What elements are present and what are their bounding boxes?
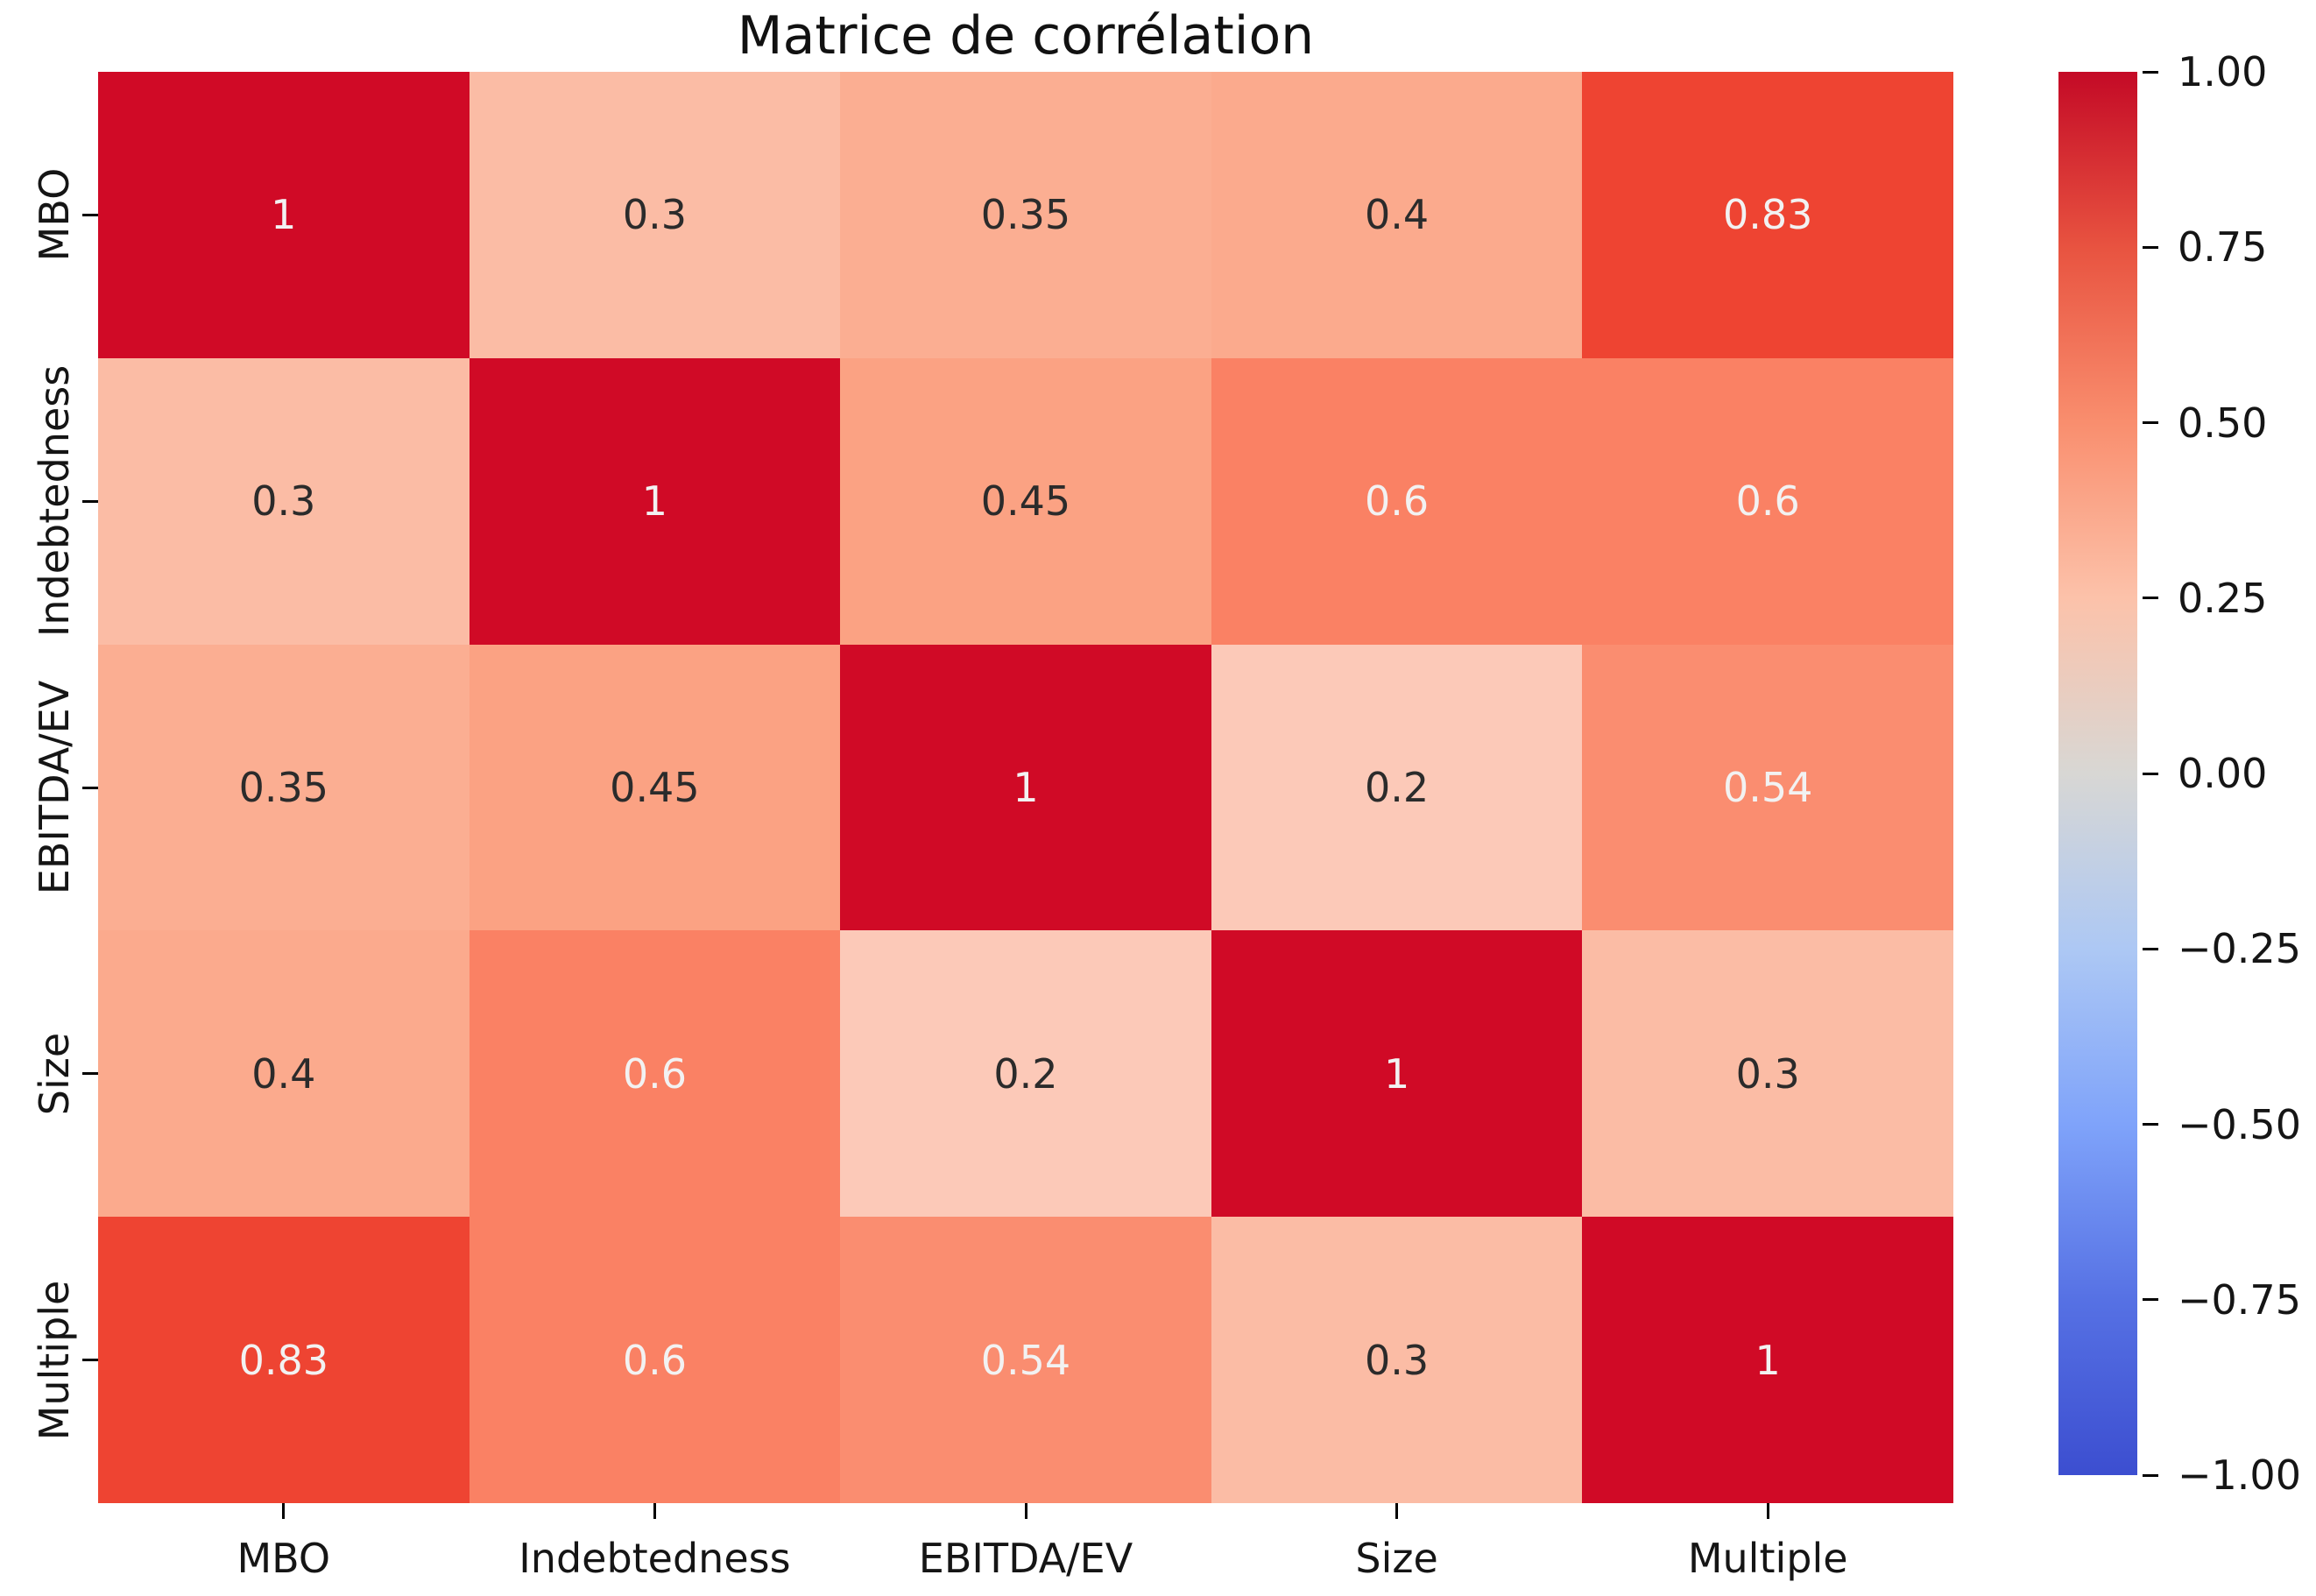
x-tick-label-mbo: MBO xyxy=(237,1535,331,1582)
heatmap-cell-indebtedness-multiple: 0.6 xyxy=(1582,357,1953,645)
colorbar-tick-mark-1 xyxy=(2143,245,2158,249)
heatmap-cell-size-ebitda-ev: 0.2 xyxy=(840,930,1211,1218)
colorbar-tick-label-0: 1.00 xyxy=(2178,48,2268,95)
heatmap-cell-ebitda-ev-multiple: 0.54 xyxy=(1582,644,1953,931)
heatmap-cell-multiple-size: 0.3 xyxy=(1211,1217,1583,1503)
chart-title: Matrice de corrélation xyxy=(737,5,1315,67)
heatmap-cell-size-indebtedness: 0.6 xyxy=(469,930,841,1218)
x-tick-label-indebtedness: Indebtedness xyxy=(519,1535,791,1582)
heatmap-cell-size-size: 1 xyxy=(1211,930,1583,1218)
heatmap-cell-size-mbo: 0.4 xyxy=(98,930,470,1218)
x-tick-label-size: Size xyxy=(1355,1535,1438,1582)
heatmap-cell-ebitda-ev-size: 0.2 xyxy=(1211,644,1583,931)
heatmap-cell-ebitda-ev-mbo: 0.35 xyxy=(98,644,470,931)
colorbar-tick-mark-0 xyxy=(2143,70,2158,74)
colorbar-tick-label-5: −0.25 xyxy=(2178,925,2301,973)
heatmap-cell-mbo-ebitda-ev: 0.35 xyxy=(840,72,1211,358)
colorbar-tick-mark-7 xyxy=(2143,1298,2158,1302)
colorbar-tick-label-4: 0.00 xyxy=(2178,750,2268,797)
x-tick-label-ebitda-ev: EBITDA/EV xyxy=(918,1535,1133,1582)
colorbar-tick-mark-6 xyxy=(2143,1123,2158,1126)
colorbar-tick-mark-3 xyxy=(2143,597,2158,600)
heatmap-cell-size-multiple: 0.3 xyxy=(1582,930,1953,1218)
x-tick-mark-mbo xyxy=(282,1503,286,1519)
heatmap-cell-multiple-ebitda-ev: 0.54 xyxy=(840,1217,1211,1503)
heatmap-cell-indebtedness-ebitda-ev: 0.45 xyxy=(840,357,1211,645)
colorbar-tick-mark-2 xyxy=(2143,421,2158,424)
colorbar-tick-label-8: −1.00 xyxy=(2178,1451,2301,1499)
heatmap-cell-indebtedness-mbo: 0.3 xyxy=(98,357,470,645)
y-tick-mark-ebitda-ev xyxy=(82,786,98,789)
heatmap-cell-multiple-mbo: 0.83 xyxy=(98,1217,470,1503)
heatmap-cell-multiple-multiple: 1 xyxy=(1582,1217,1953,1503)
x-tick-mark-size xyxy=(1395,1503,1399,1519)
heatmap-cell-mbo-mbo: 1 xyxy=(98,72,470,358)
x-tick-mark-ebitda-ev xyxy=(1024,1503,1027,1519)
y-tick-label-size: Size xyxy=(31,1032,78,1116)
colorbar-tick-label-6: −0.50 xyxy=(2178,1100,2301,1148)
y-tick-mark-size xyxy=(82,1072,98,1076)
colorbar-tick-label-1: 0.75 xyxy=(2178,223,2268,272)
heatmap-cell-ebitda-ev-indebtedness: 0.45 xyxy=(469,644,841,931)
y-tick-mark-multiple xyxy=(82,1359,98,1362)
y-tick-mark-indebtedness xyxy=(82,499,98,503)
colorbar-tick-mark-4 xyxy=(2143,772,2158,775)
colorbar-tick-mark-8 xyxy=(2143,1473,2158,1477)
heatmap-cell-mbo-size: 0.4 xyxy=(1211,72,1583,358)
heatmap-cell-indebtedness-indebtedness: 1 xyxy=(469,357,841,645)
heatmap-cell-mbo-indebtedness: 0.3 xyxy=(469,72,841,358)
y-tick-label-multiple: Multiple xyxy=(31,1280,78,1440)
colorbar-tick-label-3: 0.25 xyxy=(2178,574,2268,622)
x-tick-mark-multiple xyxy=(1766,1503,1769,1519)
y-tick-label-mbo: MBO xyxy=(31,168,78,262)
colorbar-tick-mark-5 xyxy=(2143,947,2158,950)
colorbar xyxy=(2058,72,2137,1475)
heatmap-cell-multiple-indebtedness: 0.6 xyxy=(469,1217,841,1503)
x-tick-label-multiple: Multiple xyxy=(1687,1535,1848,1582)
y-tick-label-ebitda-ev: EBITDA/EV xyxy=(31,680,78,895)
y-tick-label-indebtedness: Indebtedness xyxy=(31,365,78,638)
heatmap-cell-indebtedness-size: 0.6 xyxy=(1211,357,1583,645)
heatmap-grid: 1 0.3 0.35 0.4 0.83 0.3 1 0.45 0.6 0.6 0.35 0.45 1 0.… xyxy=(98,72,1953,1503)
heatmap-cell-mbo-multiple: 0.83 xyxy=(1582,72,1953,358)
y-tick-mark-mbo xyxy=(82,213,98,216)
x-tick-mark-indebtedness xyxy=(653,1503,656,1519)
colorbar-tick-label-7: −0.75 xyxy=(2178,1275,2301,1324)
heatmap-cell-ebitda-ev-ebitda-ev: 1 xyxy=(840,644,1211,931)
colorbar-tick-label-2: 0.50 xyxy=(2178,399,2268,447)
